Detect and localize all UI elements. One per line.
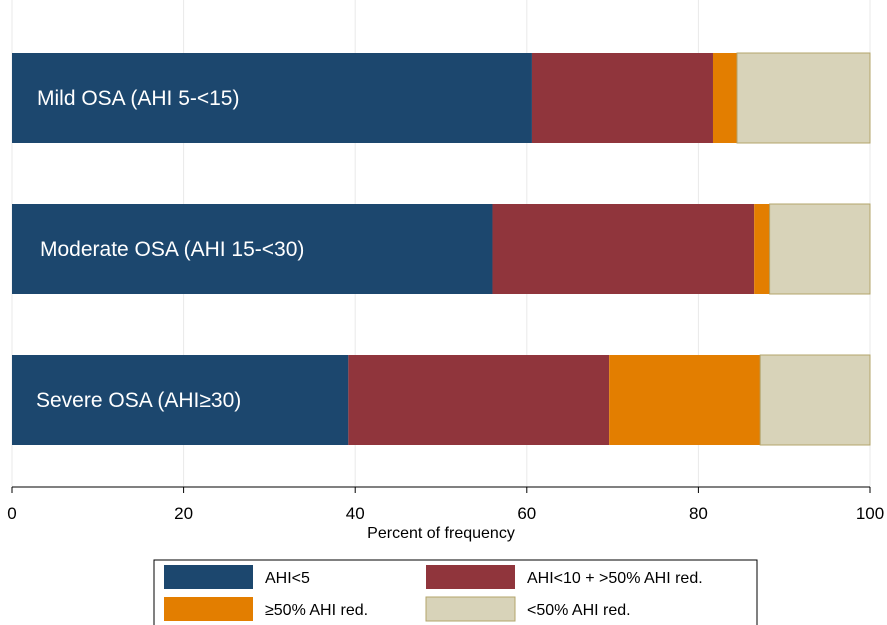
bar-group xyxy=(12,52,871,446)
bar-segment xyxy=(348,355,610,445)
legend: AHI<5 AHI<10 + >50% AHI red. ≥50% AHI red.… xyxy=(164,565,703,622)
bar-segment xyxy=(712,53,738,143)
bar-segment xyxy=(754,204,770,294)
bar-segment xyxy=(492,204,755,294)
legend-label: ≥50% AHI red. xyxy=(265,602,368,619)
x-axis-title: Percent of frequency xyxy=(367,525,515,542)
tick-label: 80 xyxy=(689,504,708,523)
bar-segment xyxy=(769,203,871,295)
tick-label: 20 xyxy=(174,504,193,523)
bar-segment xyxy=(609,355,761,445)
tick-label: 0 xyxy=(7,504,16,523)
category-label: Moderate OSA (AHI 15-<30) xyxy=(40,238,304,261)
tick-label: 100 xyxy=(856,504,884,523)
legend-swatch xyxy=(426,565,515,589)
bar-segment xyxy=(12,204,493,294)
legend-swatch xyxy=(164,565,253,589)
legend-label: AHI<5 xyxy=(265,570,310,587)
bar-segment xyxy=(531,53,713,143)
category-labels: Mild OSA (AHI 5-<15) Moderate OSA (AHI 15… xyxy=(36,87,304,412)
tick-label: 60 xyxy=(517,504,536,523)
bar-segment xyxy=(759,354,871,446)
tick-label: 40 xyxy=(346,504,365,523)
legend-swatch xyxy=(425,596,516,622)
x-axis-ticks: 0 20 40 60 80 100 xyxy=(7,487,884,523)
category-label: Mild OSA (AHI 5-<15) xyxy=(37,87,239,110)
bar-segment xyxy=(736,52,871,144)
bar-segment xyxy=(12,355,349,445)
bar-segment xyxy=(12,53,532,143)
category-label: Severe OSA (AHI≥30) xyxy=(36,389,241,412)
legend-swatch xyxy=(164,597,253,621)
legend-label: <50% AHI red. xyxy=(527,602,631,619)
legend-label: AHI<10 + >50% AHI red. xyxy=(527,570,703,587)
